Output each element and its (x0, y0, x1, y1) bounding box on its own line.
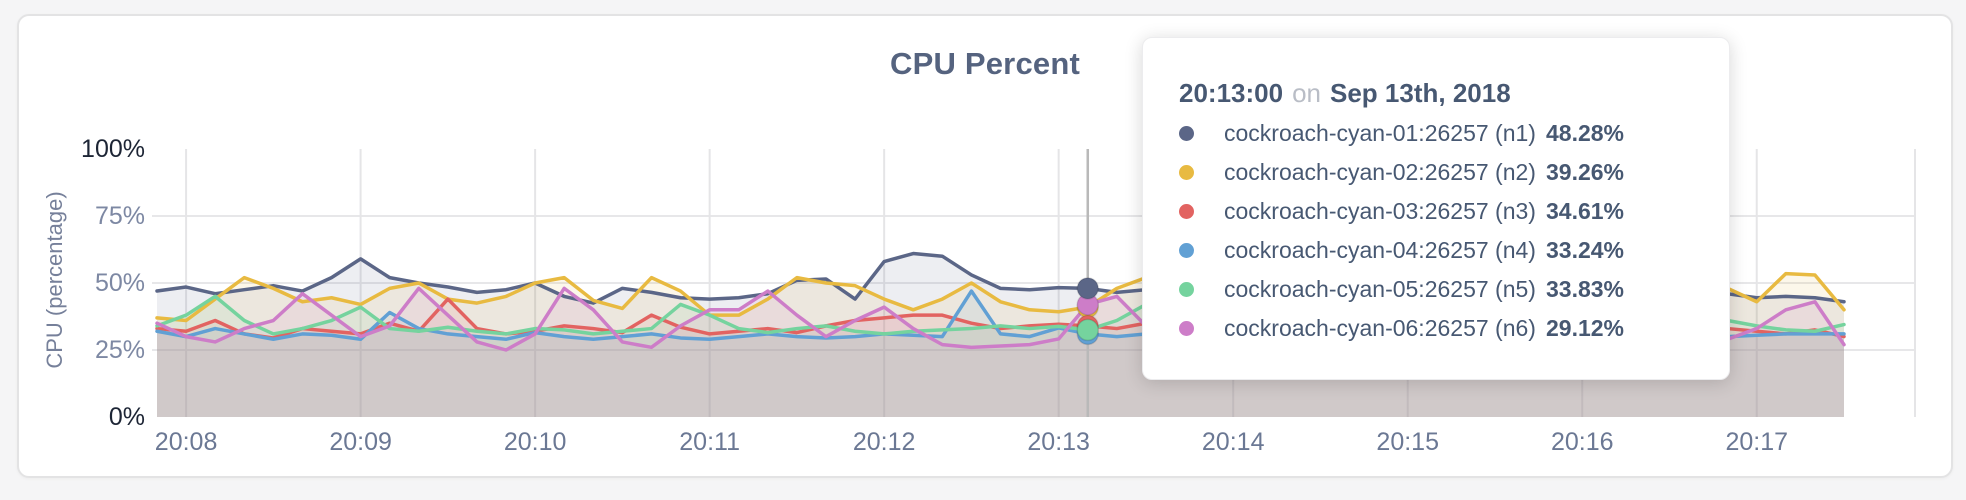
tooltip-series-value: 29.12% (1546, 315, 1625, 341)
tooltip-title: 20:13:00 on Sep 13th, 2018 (1179, 76, 1729, 110)
x-tick-label-20:16: 20:16 (1550, 428, 1614, 456)
tooltip-rows: cockroach-cyan-01:26257 (n1) 48.28% cockro… (1179, 114, 1729, 348)
y-tick-label-0%: 0% (108, 403, 145, 431)
series-color-dot-icon (1179, 282, 1194, 297)
series-area-n5 (157, 296, 1844, 417)
series-color-dot-icon (1179, 204, 1194, 219)
hover-dot-n1 (1076, 277, 1100, 300)
tooltip-series-label: cockroach-cyan-06:26257 (n6) (1224, 315, 1536, 341)
tooltip-row: cockroach-cyan-04:26257 (n4) 33.24% (1179, 231, 1729, 270)
cpu-percent-chart-card: CPU Percent CPU (percentage) 100% 75% 50% 2… (17, 14, 1953, 478)
tooltip-time: 20:13:00 (1179, 78, 1284, 108)
tooltip-row: cockroach-cyan-03:26257 (n3) 34.61% (1179, 192, 1729, 231)
series-color-dot-icon (1179, 165, 1194, 180)
tooltip-conjunction: on (1292, 78, 1321, 108)
x-tick-label-20:13: 20:13 (1027, 428, 1090, 456)
hover-tooltip: 20:13:00 on Sep 13th, 2018 cockroach-cyan-… (1142, 37, 1730, 380)
x-tick-label-20:12: 20:12 (852, 428, 916, 456)
series-color-dot-icon (1179, 321, 1194, 336)
tooltip-series-value: 48.28% (1546, 120, 1625, 146)
tooltip-series-value: 33.24% (1546, 237, 1625, 263)
tooltip-series-value: 39.26% (1546, 159, 1625, 185)
tooltip-row: cockroach-cyan-01:26257 (n1) 48.28% (1179, 114, 1729, 153)
y-tick-label-25%: 25% (94, 336, 145, 364)
tooltip-series-label: cockroach-cyan-05:26257 (n5) (1224, 276, 1536, 302)
x-tick-label-20:10: 20:10 (503, 428, 567, 456)
series-area-n6 (157, 288, 1844, 417)
tooltip-series-value: 34.61% (1546, 198, 1625, 224)
series-color-dot-icon (1179, 126, 1194, 141)
x-tick-label-20:15: 20:15 (1376, 428, 1439, 456)
x-tick-label-20:14: 20:14 (1201, 428, 1265, 456)
x-tick-label-20:11: 20:11 (679, 428, 740, 456)
series-area-n4 (157, 291, 1844, 417)
tooltip-row: cockroach-cyan-06:26257 (n6) 29.12% (1179, 309, 1729, 348)
series-color-dot-icon (1179, 243, 1194, 258)
y-tick-label-100%: 100% (81, 135, 145, 163)
hover-dot-n5 (1076, 318, 1100, 342)
tooltip-series-label: cockroach-cyan-02:26257 (n2) (1224, 159, 1536, 185)
x-tick-label-20:17: 20:17 (1725, 428, 1789, 456)
chart-title: CPU Percent (890, 46, 1080, 81)
y-tick-label-50%: 50% (94, 269, 145, 297)
tooltip-row: cockroach-cyan-05:26257 (n5) 33.83% (1179, 270, 1729, 309)
tooltip-row: cockroach-cyan-02:26257 (n2) 39.26% (1179, 153, 1729, 192)
tooltip-series-value: 33.83% (1546, 276, 1625, 302)
tooltip-series-label: cockroach-cyan-01:26257 (n1) (1224, 120, 1536, 146)
tooltip-series-label: cockroach-cyan-03:26257 (n3) (1224, 198, 1536, 224)
tooltip-date: Sep 13th, 2018 (1330, 78, 1511, 108)
y-tick-label-75%: 75% (94, 202, 145, 230)
x-tick-label-20:08: 20:08 (154, 428, 218, 456)
tooltip-series-label: cockroach-cyan-04:26257 (n4) (1224, 237, 1536, 263)
x-tick-label-20:09: 20:09 (329, 428, 392, 456)
